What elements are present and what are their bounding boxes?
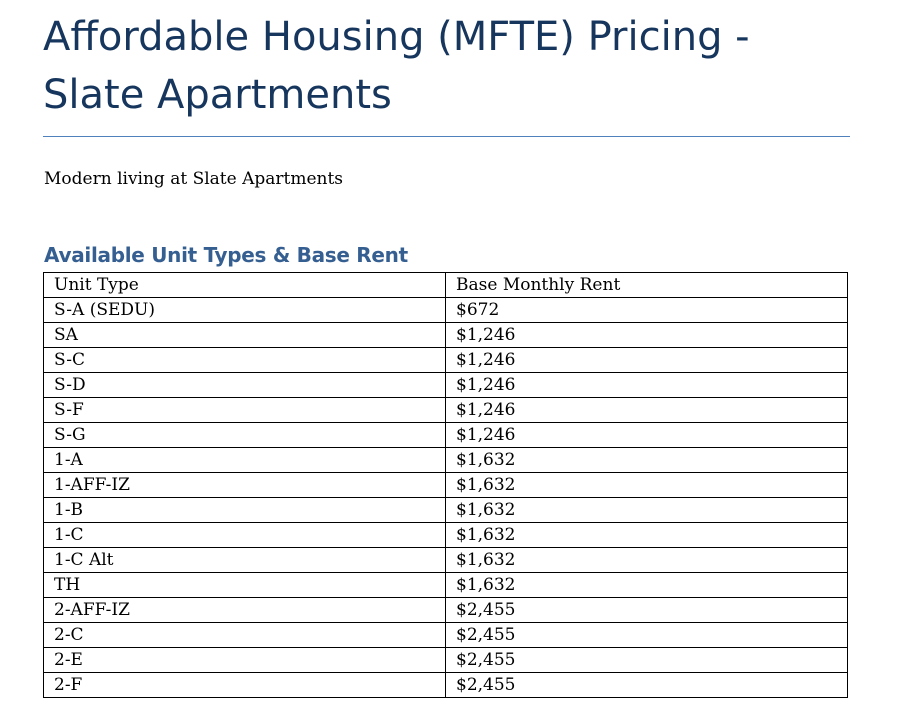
base-rent-cell: $2,455 bbox=[445, 647, 848, 673]
rent-table: Unit Type Base Monthly Rent S-A (SEDU) $6… bbox=[43, 272, 848, 698]
base-rent-cell: $1,246 bbox=[445, 422, 848, 448]
table-row: 2-E $2,455 bbox=[43, 647, 848, 673]
base-rent-cell: $1,246 bbox=[445, 322, 848, 348]
unit-type-cell: 2-AFF-IZ bbox=[43, 597, 446, 623]
base-rent-cell: $672 bbox=[445, 297, 848, 323]
base-rent-cell: $1,246 bbox=[445, 397, 848, 423]
page-subtitle: Modern living at Slate Apartments bbox=[44, 169, 344, 189]
unit-type-cell: 1-AFF-IZ bbox=[43, 472, 446, 498]
base-rent-cell: $1,632 bbox=[445, 522, 848, 548]
base-rent-cell: $2,455 bbox=[445, 597, 848, 623]
table-row: 2-C $2,455 bbox=[43, 622, 848, 648]
table-row: 1-A $1,632 bbox=[43, 447, 848, 473]
table-row: 2-F $2,455 bbox=[43, 672, 848, 698]
table-row: S-A (SEDU) $672 bbox=[43, 297, 848, 323]
table-row: 1-B $1,632 bbox=[43, 497, 848, 523]
table-row: 1-AFF-IZ $1,632 bbox=[43, 472, 848, 498]
unit-type-cell: S-C bbox=[43, 347, 446, 373]
base-rent-cell: $1,632 bbox=[445, 572, 848, 598]
page-title: Affordable Housing (MFTE) Pricing - Slat… bbox=[43, 14, 750, 118]
table-row: 1-C $1,632 bbox=[43, 522, 848, 548]
table-row: 1-C Alt $1,632 bbox=[43, 547, 848, 573]
table-row: S-G $1,246 bbox=[43, 422, 848, 448]
unit-type-cell: SA bbox=[43, 322, 446, 348]
base-rent-cell: $2,455 bbox=[445, 672, 848, 698]
unit-type-cell: S-D bbox=[43, 372, 446, 398]
table-row: S-D $1,246 bbox=[43, 372, 848, 398]
rent-table-body: Unit Type Base Monthly Rent S-A (SEDU) $6… bbox=[43, 272, 848, 698]
base-rent-cell: $1,246 bbox=[445, 347, 848, 373]
unit-type-cell: S-A (SEDU) bbox=[43, 297, 446, 323]
table-row: SA $1,246 bbox=[43, 322, 848, 348]
unit-type-cell: S-F bbox=[43, 397, 446, 423]
unit-type-cell: 1-A bbox=[43, 447, 446, 473]
unit-type-cell: 2-C bbox=[43, 622, 446, 648]
unit-type-cell: S-G bbox=[43, 422, 446, 448]
unit-type-cell: 2-F bbox=[43, 672, 446, 698]
table-row: 2-AFF-IZ $2,455 bbox=[43, 597, 848, 623]
base-rent-cell: $1,632 bbox=[445, 497, 848, 523]
unit-type-cell: 2-E bbox=[43, 647, 446, 673]
section-heading: Available Unit Types & Base Rent bbox=[44, 243, 408, 267]
unit-type-cell: 1-C bbox=[43, 522, 446, 548]
base-rent-cell: $1,246 bbox=[445, 372, 848, 398]
base-rent-cell: $1,632 bbox=[445, 447, 848, 473]
title-divider bbox=[43, 136, 850, 137]
document-page: Affordable Housing (MFTE) Pricing - Slat… bbox=[43, 8, 850, 698]
table-header-row: Unit Type Base Monthly Rent bbox=[43, 272, 848, 298]
header-base-monthly-rent: Base Monthly Rent bbox=[445, 272, 848, 298]
unit-type-cell: 1-B bbox=[43, 497, 446, 523]
unit-type-cell: 1-C Alt bbox=[43, 547, 446, 573]
base-rent-cell: $2,455 bbox=[445, 622, 848, 648]
base-rent-cell: $1,632 bbox=[445, 547, 848, 573]
table-row: TH $1,632 bbox=[43, 572, 848, 598]
base-rent-cell: $1,632 bbox=[445, 472, 848, 498]
table-row: S-C $1,246 bbox=[43, 347, 848, 373]
header-unit-type: Unit Type bbox=[43, 272, 446, 298]
unit-type-cell: TH bbox=[43, 572, 446, 598]
table-row: S-F $1,246 bbox=[43, 397, 848, 423]
